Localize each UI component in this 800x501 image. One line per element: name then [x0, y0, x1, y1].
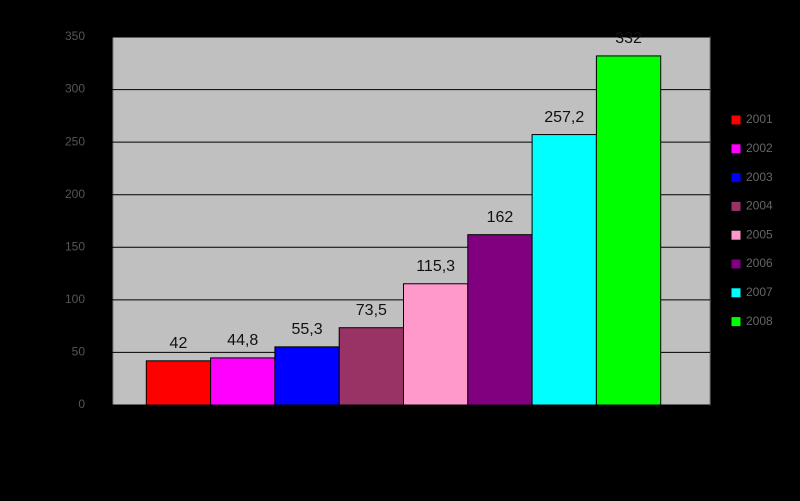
legend-swatch	[730, 287, 742, 299]
legend-swatch	[730, 172, 742, 184]
y-tick-label: 50	[72, 345, 86, 359]
legend-label: 2008	[746, 314, 773, 328]
y-tick-label: 300	[65, 82, 85, 96]
legend-label: 2006	[746, 256, 773, 270]
data-label: 332	[615, 30, 642, 47]
legend-swatch	[730, 200, 742, 212]
y-tick-label: 0	[78, 397, 85, 411]
bar	[145, 360, 212, 406]
y-tick-label: 200	[65, 187, 85, 201]
bar	[531, 134, 597, 406]
legend-swatch	[730, 229, 742, 241]
bar	[595, 55, 662, 406]
bar	[403, 283, 469, 406]
bar	[467, 234, 533, 406]
data-label: 162	[487, 209, 514, 226]
bar	[210, 357, 276, 406]
data-label: 73,5	[356, 302, 387, 319]
y-tick-label: 350	[65, 29, 85, 43]
data-label: 42	[170, 335, 188, 352]
legend-swatch	[730, 316, 742, 328]
bar	[338, 327, 405, 406]
data-label: 115,3	[416, 258, 455, 275]
legend-label: 2007	[746, 285, 773, 299]
legend-label: 2002	[746, 141, 773, 155]
legend-swatch	[730, 114, 742, 126]
legend-swatch	[730, 258, 742, 270]
legend-label: 2001	[746, 112, 773, 126]
data-label: 55,3	[291, 321, 322, 338]
legend-swatch	[730, 143, 742, 155]
y-tick-label: 100	[65, 292, 85, 306]
legend-label: 2004	[746, 199, 773, 213]
data-label: 257,2	[544, 109, 584, 126]
bar	[274, 346, 340, 406]
data-label: 44,8	[227, 332, 258, 349]
y-tick-label: 150	[65, 239, 85, 253]
legend-label: 2005	[746, 227, 773, 241]
y-tick-label: 250	[65, 134, 85, 148]
legend-label: 2003	[746, 170, 773, 184]
